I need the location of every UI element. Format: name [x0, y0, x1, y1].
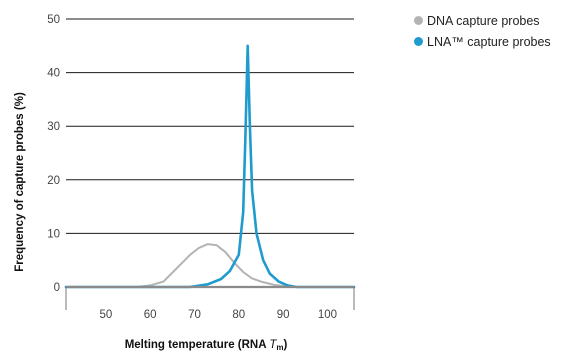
y-tick-label: 40: [47, 68, 60, 80]
legend-label-lna: LNA™ capture probes: [427, 34, 551, 49]
y-tick-label: 50: [47, 14, 60, 26]
x-axis-title-end: ): [283, 339, 287, 351]
x-tick-label: 60: [144, 309, 157, 321]
gridlines: [66, 18, 354, 234]
legend-dot-dna: [414, 16, 423, 25]
y-axis-title: Frequency of capture probes (%): [14, 92, 26, 272]
legend: DNA capture probes LNA™ capture probes: [414, 10, 551, 52]
series-line-lna: [64, 44, 356, 289]
x-axis-title: Melting temperature (RNA Tm): [125, 339, 288, 352]
y-tick-label: 10: [47, 228, 60, 240]
y-tick-labels: 0 10 20 30 40 50: [47, 14, 60, 294]
x-tick-label: 70: [188, 309, 201, 321]
series-lines: [64, 44, 356, 289]
y-tick-label: 30: [47, 121, 60, 133]
x-tick-label: 50: [99, 309, 112, 321]
legend-item-dna: DNA capture probes: [414, 10, 551, 31]
x-tick-label: 80: [232, 309, 245, 321]
y-tick-label: 20: [47, 175, 60, 187]
x-axis-title-subscript: m: [276, 343, 283, 352]
legend-item-lna: LNA™ capture probes: [414, 31, 551, 52]
x-tick-label: 90: [277, 309, 290, 321]
x-axis-title-text: Melting temperature (RNA: [125, 339, 270, 351]
x-tick-labels: 50 60 70 80 90 100: [99, 309, 337, 321]
x-axis-title-italic: T: [269, 339, 277, 351]
x-tick-label: 100: [318, 309, 337, 321]
axes: [65, 285, 355, 310]
legend-dot-lna: [414, 37, 423, 46]
series-line-dna: [65, 243, 298, 288]
legend-label-dna: DNA capture probes: [427, 13, 540, 28]
y-tick-label: 0: [54, 282, 60, 294]
